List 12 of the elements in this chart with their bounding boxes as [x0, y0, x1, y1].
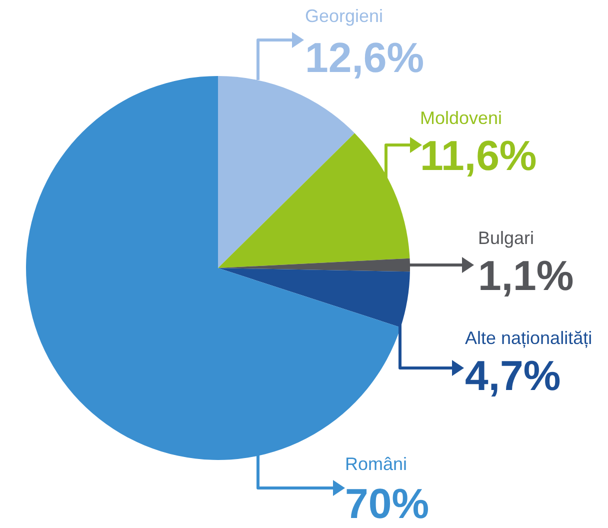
- data-label: 12,6%: [305, 34, 424, 81]
- slice-label: Români: [345, 454, 408, 474]
- pie-slice: [218, 133, 410, 268]
- data-label: 1,1%: [478, 252, 574, 299]
- slice-label: Bulgari: [478, 228, 534, 248]
- data-label: 4,7%: [465, 352, 561, 399]
- slice-label: Moldoveni: [420, 108, 502, 128]
- data-label: 11,6%: [420, 132, 537, 179]
- pie-slice: [218, 268, 410, 328]
- slice-label: Alte naționalități: [465, 328, 592, 348]
- data-label: 70%: [345, 480, 430, 527]
- slice-label: Georgieni: [305, 6, 384, 26]
